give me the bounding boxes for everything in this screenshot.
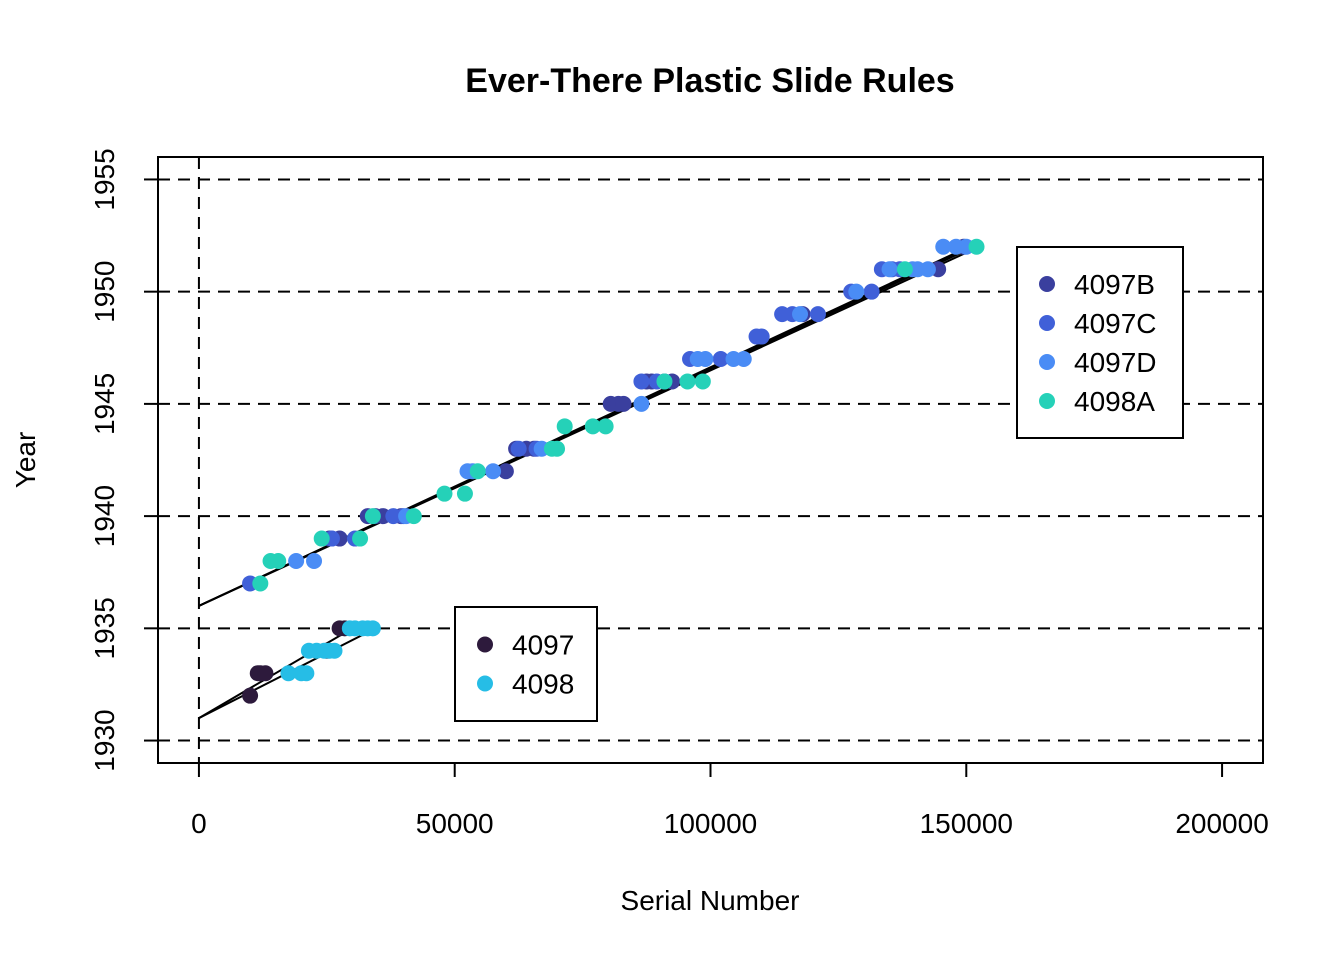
data-point-4097D <box>288 553 305 569</box>
data-point-4098A <box>694 373 711 390</box>
legend-label: 4098A <box>1074 386 1155 417</box>
data-point-4097D <box>306 553 323 569</box>
legends: 4097B 4097C 4097D 4098A 4097 4098 <box>454 246 1184 722</box>
data-point-4097D <box>935 238 952 255</box>
data-point-4097C <box>753 328 770 345</box>
data-point-4098 <box>298 665 315 682</box>
legend-box <box>454 606 598 722</box>
data-point-4097C <box>633 373 650 390</box>
data-point-4097C <box>863 283 880 300</box>
legend-marker <box>477 636 493 653</box>
data-point-4098A <box>597 418 614 435</box>
legend-marker <box>1039 276 1055 292</box>
data-point-4097D <box>485 463 502 480</box>
data-point-4097D <box>633 395 650 412</box>
data-point-4098A <box>656 373 673 390</box>
x-tick-label: 200000 <box>1175 808 1268 839</box>
x-axis-label: Serial Number <box>621 885 800 916</box>
data-point-4098A <box>469 463 486 480</box>
y-tick-label: 1930 <box>89 709 120 771</box>
legend-label: 4097B <box>1074 269 1155 300</box>
x-tick-label: 100000 <box>664 808 757 839</box>
data-point-4098A <box>436 485 453 502</box>
data-point-4097B <box>497 463 514 480</box>
data-point-4098A <box>556 418 573 435</box>
data-point-4098A <box>252 575 269 592</box>
data-point-4098A <box>405 508 422 525</box>
y-tick-label: 1940 <box>89 485 120 547</box>
data-point-4098A <box>313 530 330 547</box>
data-point-4098A <box>456 485 473 502</box>
data-point-4098A <box>896 261 913 278</box>
data-point-4097D <box>881 261 898 278</box>
data-point-4098 <box>280 665 297 682</box>
y-tick-label: 1945 <box>89 373 120 435</box>
data-point-4097D <box>792 306 809 323</box>
data-point-4098A <box>549 440 566 457</box>
x-tick-label: 150000 <box>920 808 1013 839</box>
x-tick-label: 0 <box>191 808 207 839</box>
data-point-4097C <box>712 351 729 367</box>
legend-label: 4097C <box>1074 308 1157 339</box>
data-point-4097D <box>697 351 714 367</box>
y-axis: 1930 1935 1940 1945 1950 1955 <box>89 148 159 772</box>
x-axis: 0 50000 100000 150000 200000 <box>191 762 1269 839</box>
y-tick-label: 1955 <box>89 148 120 210</box>
chart-title: Ever-There Plastic Slide Rules <box>465 62 954 100</box>
data-point-4098A <box>584 418 601 435</box>
data-point-4097C <box>809 306 826 323</box>
y-tick-label: 1950 <box>89 261 120 323</box>
data-point-4097 <box>257 665 274 682</box>
legend-marker <box>1039 393 1055 409</box>
x-tick-label: 50000 <box>416 808 494 839</box>
legend-marker <box>1039 354 1055 370</box>
data-point-4098A <box>968 238 985 255</box>
y-axis-label: Year <box>10 432 41 489</box>
data-point-4097C <box>510 440 527 457</box>
data-point-4098A <box>270 553 287 569</box>
data-point-4098 <box>364 620 381 637</box>
legend-marker <box>1039 315 1055 331</box>
data-point-4097 <box>242 687 259 704</box>
data-points <box>242 238 985 704</box>
y-tick-label: 1935 <box>89 597 120 659</box>
legend-marker <box>477 675 493 692</box>
data-point-4098A <box>352 530 369 547</box>
legend-label: 4097 <box>512 630 574 661</box>
data-point-4097B <box>615 395 632 412</box>
fit-line-4097 <box>198 627 353 719</box>
legend: 4097 4098 <box>454 606 598 722</box>
data-point-4098A <box>679 373 696 390</box>
data-point-4097D <box>919 261 936 278</box>
legend-label: 4098 <box>512 669 574 700</box>
data-point-4097D <box>848 283 865 300</box>
data-point-4098A <box>364 508 381 525</box>
data-point-4098 <box>326 642 343 659</box>
legend-label: 4097D <box>1074 347 1157 378</box>
legend: 4097B 4097C 4097D 4098A <box>1016 246 1184 439</box>
data-point-4097D <box>735 351 752 367</box>
